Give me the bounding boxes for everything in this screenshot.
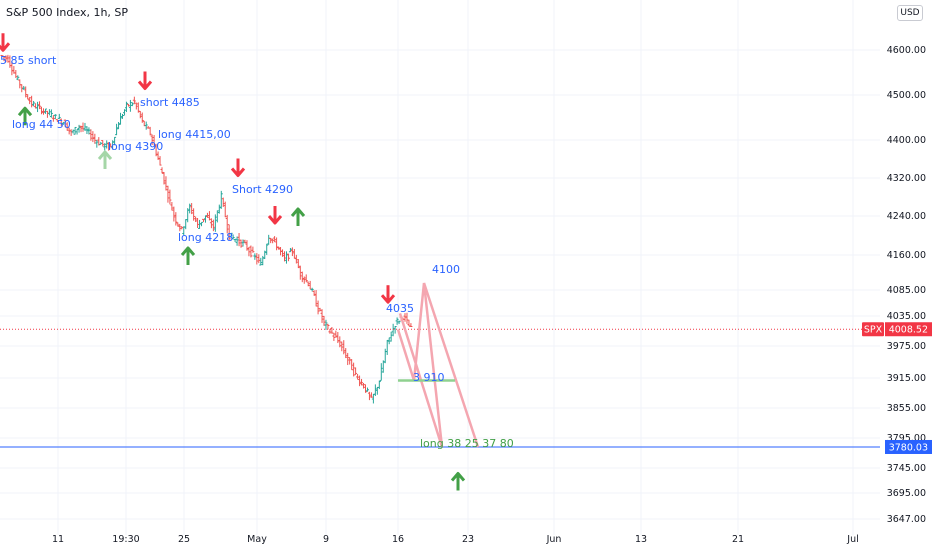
y-tick-label: 3745.00 bbox=[887, 463, 926, 474]
projection-channel-right bbox=[422, 282, 480, 448]
annotation-text: 5 85 short bbox=[0, 54, 57, 67]
y-tick-label: 3795.00 bbox=[887, 433, 926, 444]
annotation-text: long 4390 bbox=[108, 140, 163, 153]
projection-path bbox=[396, 282, 444, 448]
signal-down-arrow-icon bbox=[230, 158, 246, 177]
x-tick-label: 21 bbox=[732, 534, 744, 545]
signal-up-arrow-icon bbox=[450, 472, 466, 491]
x-tick-label: 11 bbox=[52, 534, 64, 545]
x-tick-label: 25 bbox=[178, 534, 190, 545]
last-price-tag: SPX 4008.52 bbox=[862, 322, 932, 337]
x-tick-label: May bbox=[247, 534, 267, 545]
signal-down-arrow-icon bbox=[0, 33, 11, 52]
y-tick-label: 4085.00 bbox=[887, 285, 926, 296]
price-tag-value: 3780.03 bbox=[889, 442, 928, 453]
y-tick-label: 4500.00 bbox=[887, 90, 926, 101]
signal-down-arrow-icon bbox=[380, 285, 396, 304]
price-tag-symbol: SPX bbox=[864, 325, 883, 336]
x-tick-label: 9 bbox=[323, 534, 329, 545]
chart-title: S&P 500 Index, 1h, SP bbox=[6, 6, 129, 19]
x-tick-label: 19:30 bbox=[112, 534, 139, 545]
y-tick-label: 3695.00 bbox=[887, 488, 926, 499]
currency-button[interactable]: USD bbox=[897, 5, 923, 21]
annotation-text: long 44 50 bbox=[12, 118, 71, 131]
signal-up-arrow-icon bbox=[97, 150, 113, 169]
x-tick-label: Jun bbox=[546, 534, 562, 545]
annotation-text: long 38 25 37 80 bbox=[420, 437, 514, 450]
y-tick-label: 4400.00 bbox=[887, 135, 926, 146]
y-tick-label: 4035.00 bbox=[887, 311, 926, 322]
annotation-text: long 4218 bbox=[178, 231, 233, 244]
signal-up-arrow-icon bbox=[290, 207, 306, 226]
y-tick-label: 4600.00 bbox=[887, 45, 926, 56]
annotation-text: short 4485 bbox=[140, 96, 200, 109]
y-tick-label: 3855.00 bbox=[887, 403, 926, 414]
y-tick-label: 3647.00 bbox=[887, 514, 926, 525]
signal-up-arrow-icon bbox=[180, 246, 196, 265]
x-tick-label: 16 bbox=[392, 534, 404, 545]
y-tick-label: 3915.00 bbox=[887, 373, 926, 384]
signal-down-arrow-icon bbox=[267, 206, 283, 225]
level-price-tag: 3780.03 bbox=[885, 439, 932, 454]
x-tick-label: 23 bbox=[462, 534, 474, 545]
annotation-text: 3 910 bbox=[413, 371, 445, 384]
y-tick-label: 3975.00 bbox=[887, 341, 926, 352]
y-tick-label: 4160.00 bbox=[887, 250, 926, 261]
signal-down-arrow-icon bbox=[137, 71, 153, 90]
signal-up-arrow-icon bbox=[17, 106, 33, 126]
annotation-text: 4100 bbox=[432, 263, 460, 276]
annotation-text: Short 4290 bbox=[232, 183, 293, 196]
x-tick-label: Jul bbox=[846, 534, 858, 545]
y-tick-label: 4320.00 bbox=[887, 173, 926, 184]
annotation-text: long 4415,00 bbox=[158, 128, 231, 141]
annotation-text: 4035 bbox=[386, 302, 414, 315]
y-tick-label: 4240.00 bbox=[887, 211, 926, 222]
price-tag-value: 4008.52 bbox=[889, 325, 928, 336]
x-tick-label: 13 bbox=[635, 534, 647, 545]
